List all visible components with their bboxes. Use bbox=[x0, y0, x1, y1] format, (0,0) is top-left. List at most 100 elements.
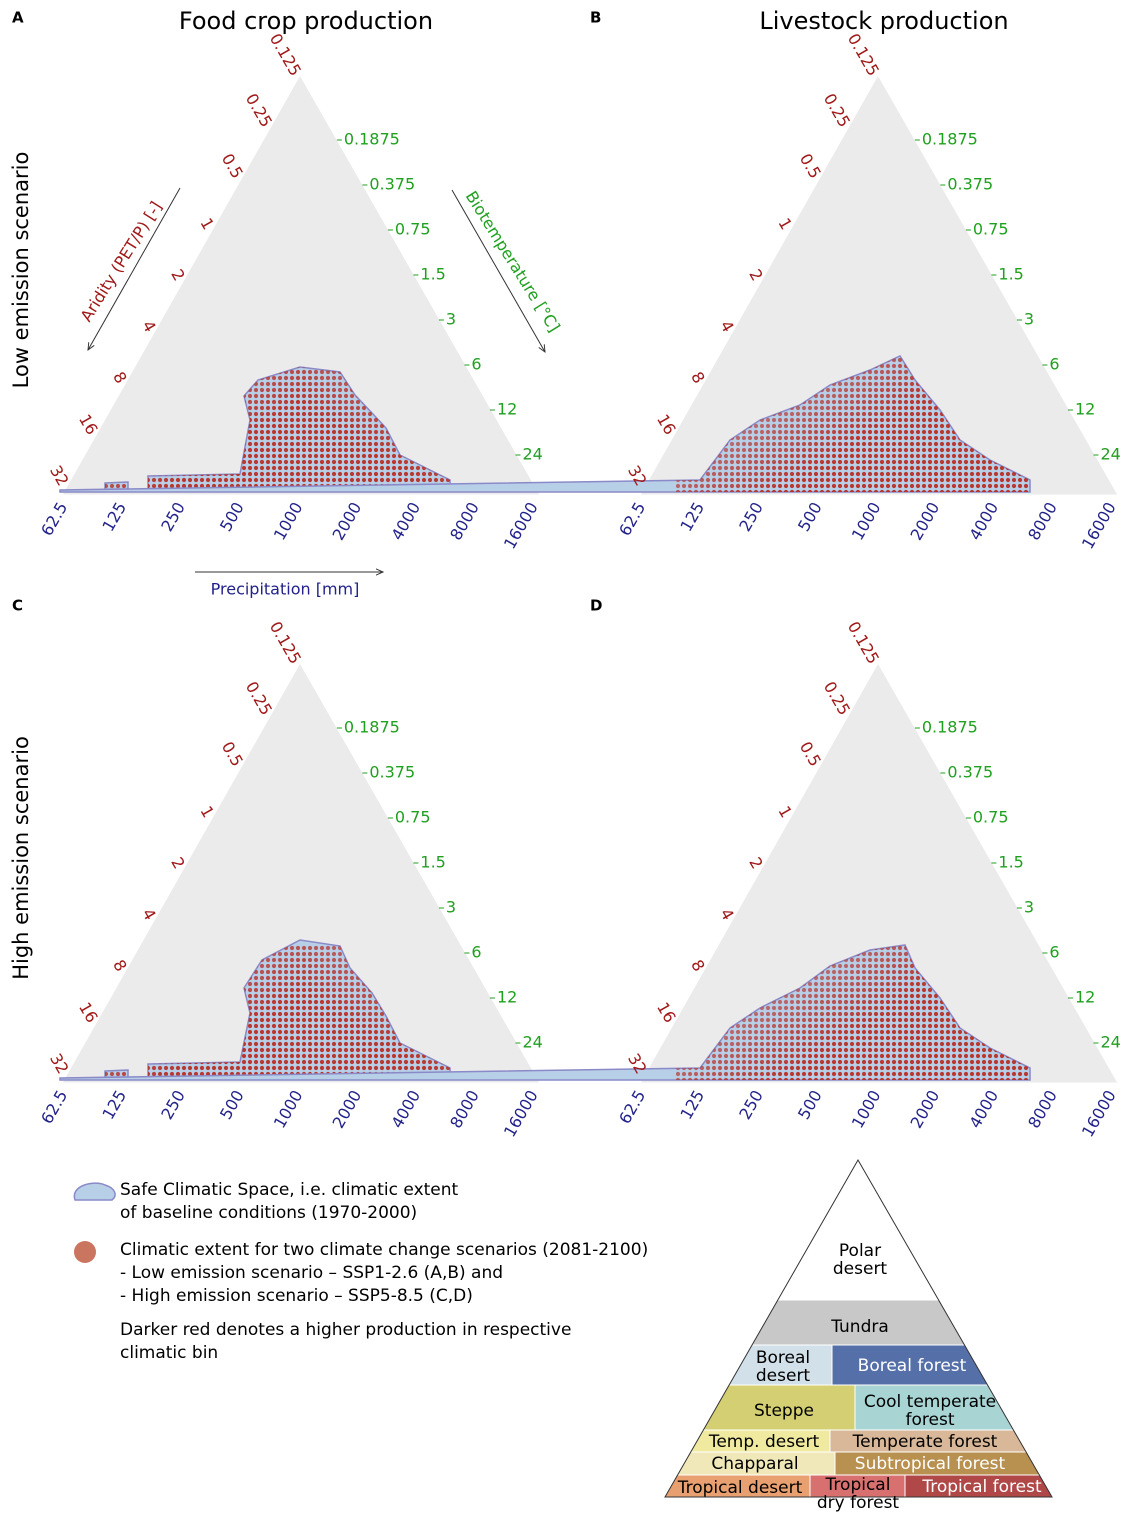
dot bbox=[296, 460, 300, 464]
dot bbox=[748, 484, 752, 488]
dot bbox=[260, 1024, 264, 1028]
dot bbox=[290, 958, 294, 962]
dot bbox=[266, 424, 270, 428]
dot bbox=[946, 460, 950, 464]
dot bbox=[766, 454, 770, 458]
dot bbox=[284, 388, 288, 392]
dot bbox=[308, 1048, 312, 1052]
dot bbox=[410, 1060, 414, 1064]
dot bbox=[820, 454, 824, 458]
dot bbox=[266, 382, 270, 386]
dot bbox=[808, 412, 812, 416]
dot bbox=[958, 478, 962, 482]
dot bbox=[350, 460, 354, 464]
dot bbox=[308, 370, 312, 374]
dot bbox=[356, 454, 360, 458]
dot bbox=[1060, 358, 1064, 362]
dot bbox=[1096, 958, 1100, 962]
dot bbox=[116, 1072, 120, 1076]
dot bbox=[1102, 364, 1106, 368]
dot bbox=[844, 394, 848, 398]
dot bbox=[856, 472, 860, 476]
dot bbox=[898, 484, 902, 488]
dot bbox=[266, 472, 270, 476]
dot bbox=[344, 976, 348, 980]
dot bbox=[814, 430, 818, 434]
dot bbox=[1078, 958, 1082, 962]
dot bbox=[814, 466, 818, 470]
dot bbox=[832, 418, 836, 422]
dot bbox=[862, 436, 866, 440]
precip-tick: 2000 bbox=[329, 1087, 366, 1132]
dot bbox=[1084, 382, 1088, 386]
dot bbox=[814, 472, 818, 476]
dot bbox=[1090, 958, 1094, 962]
dot bbox=[910, 406, 914, 410]
dot bbox=[700, 946, 704, 950]
dot bbox=[116, 484, 120, 488]
dot bbox=[242, 1060, 246, 1064]
dot bbox=[332, 406, 336, 410]
dot bbox=[350, 1006, 354, 1010]
precip-tick: 62.5 bbox=[37, 1087, 71, 1127]
dot bbox=[892, 424, 896, 428]
dot bbox=[338, 982, 342, 986]
dot bbox=[128, 946, 132, 950]
dot bbox=[856, 418, 860, 422]
dot bbox=[422, 1060, 426, 1064]
dot bbox=[326, 424, 330, 428]
dot bbox=[338, 1006, 342, 1010]
dot bbox=[302, 1000, 306, 1004]
dot bbox=[994, 478, 998, 482]
dot bbox=[718, 484, 722, 488]
dot bbox=[278, 1006, 282, 1010]
dot bbox=[856, 466, 860, 470]
aridity-tick: 0.125 bbox=[266, 30, 305, 79]
dot bbox=[374, 454, 378, 458]
dot bbox=[766, 448, 770, 452]
dot bbox=[278, 376, 282, 380]
dot bbox=[314, 430, 318, 434]
dot bbox=[302, 1042, 306, 1046]
dot bbox=[904, 958, 908, 962]
dot bbox=[272, 448, 276, 452]
dot bbox=[296, 472, 300, 476]
dot bbox=[332, 1018, 336, 1022]
dot bbox=[832, 454, 836, 458]
panel-title: Food crop production bbox=[179, 7, 433, 35]
dot bbox=[940, 436, 944, 440]
dot bbox=[266, 1000, 270, 1004]
dot bbox=[1054, 376, 1058, 380]
dot bbox=[886, 424, 890, 428]
biotemp-tick: 0.75 bbox=[395, 808, 431, 827]
dot bbox=[850, 436, 854, 440]
dot bbox=[278, 1042, 282, 1046]
dot bbox=[850, 466, 854, 470]
dot bbox=[332, 418, 336, 422]
dot bbox=[362, 424, 366, 428]
dot bbox=[290, 436, 294, 440]
dot bbox=[260, 1060, 264, 1064]
precip-tick: 500 bbox=[216, 1087, 248, 1123]
dot bbox=[374, 466, 378, 470]
dot bbox=[796, 442, 800, 446]
dot bbox=[308, 1030, 312, 1034]
dot bbox=[260, 1054, 264, 1058]
dot bbox=[898, 376, 902, 380]
dot bbox=[1072, 952, 1076, 956]
dot bbox=[826, 484, 830, 488]
dot bbox=[332, 1036, 336, 1040]
precip-tick: 2000 bbox=[329, 499, 366, 544]
dot bbox=[314, 1018, 318, 1022]
dot bbox=[410, 478, 414, 482]
dot bbox=[826, 442, 830, 446]
dot bbox=[338, 448, 342, 452]
dot bbox=[290, 976, 294, 980]
biotemp-tick: 24 bbox=[522, 1033, 542, 1052]
dot bbox=[892, 442, 896, 446]
dot bbox=[1090, 358, 1094, 362]
dot bbox=[356, 436, 360, 440]
dot bbox=[320, 1030, 324, 1034]
dot bbox=[820, 466, 824, 470]
dot bbox=[880, 418, 884, 422]
